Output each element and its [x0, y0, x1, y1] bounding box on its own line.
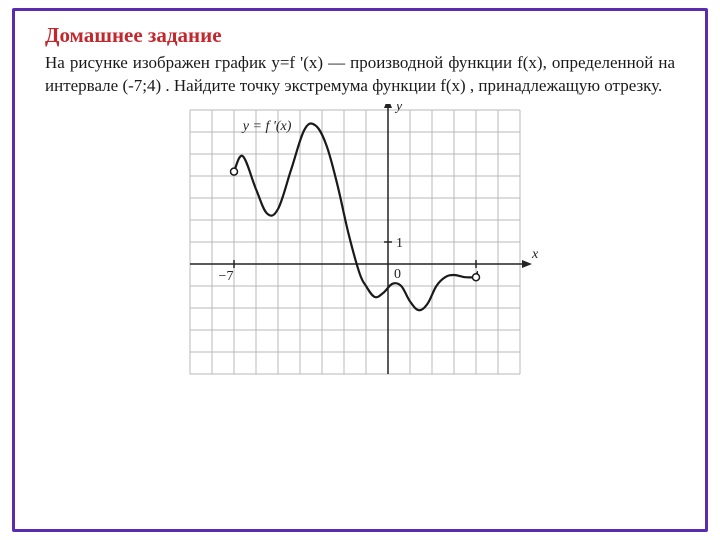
svg-text:−7: −7 — [219, 269, 234, 284]
svg-text:1: 1 — [396, 236, 403, 251]
svg-text:y = f '(x): y = f '(x) — [241, 119, 292, 134]
derivative-chart: 01−74xyy = f '(x) — [180, 104, 540, 380]
chart-container: 01−74xyy = f '(x) — [45, 104, 675, 380]
slide-frame: Домашнее задание На рисунке изображен гр… — [12, 8, 708, 532]
svg-text:x: x — [531, 247, 539, 262]
title: Домашнее задание — [45, 23, 675, 48]
body-sentence: На рисунке изображен график y=f '(x) — п… — [45, 53, 675, 95]
body-text: На рисунке изображен график y=f '(x) — п… — [45, 52, 675, 98]
svg-text:y: y — [394, 104, 403, 114]
svg-text:0: 0 — [394, 267, 401, 282]
